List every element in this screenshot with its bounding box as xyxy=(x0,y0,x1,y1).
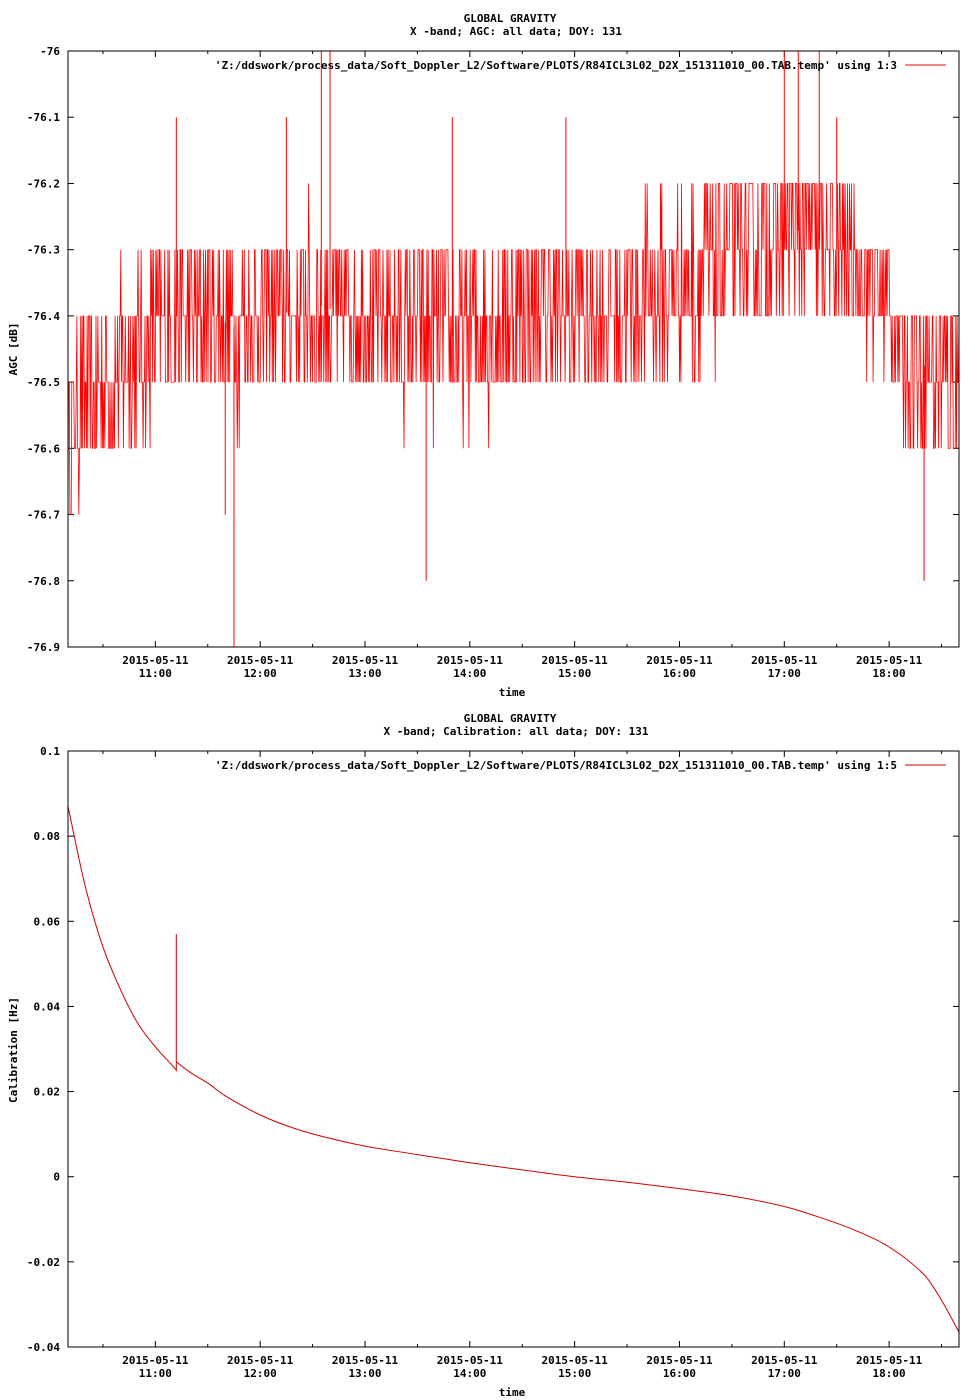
agc-ytick-label: -76.8 xyxy=(27,575,60,588)
agc-xtick-time: 15:00 xyxy=(558,667,591,680)
calibration-xtick-date: 2015-05-11 xyxy=(856,1354,923,1367)
calibration-chart-ticks: 0.1 0.08 0.06 0.04 0.02 0 -0.02 -0.04 2015-05-11… xyxy=(27,745,959,1380)
agc-xtick-time: 18:00 xyxy=(873,667,906,680)
calibration-chart-ylabel: Calibration [Hz] xyxy=(7,997,20,1103)
calibration-xtick-time: 18:00 xyxy=(873,1367,906,1380)
calibration-legend-label: 'Z:/ddswork/process_data/Soft_Doppler_L2… xyxy=(215,759,897,772)
calibration-chart: GLOBAL GRAVITY X -band; Calibration: all… xyxy=(7,712,960,1399)
calibration-xtick-date: 2015-05-11 xyxy=(646,1354,713,1367)
calibration-ytick-label: -0.04 xyxy=(27,1341,60,1354)
agc-legend-label: 'Z:/ddswork/process_data/Soft_Doppler_L2… xyxy=(215,59,897,72)
agc-xtick-date: 2015-05-11 xyxy=(122,654,189,667)
calibration-xtick-time: 17:00 xyxy=(768,1367,801,1380)
calibration-chart-legend: 'Z:/ddswork/process_data/Soft_Doppler_L2… xyxy=(215,759,946,772)
calibration-ytick-label: -0.02 xyxy=(27,1256,60,1269)
agc-ytick-label: -76.9 xyxy=(27,641,60,654)
agc-xtick-time: 14:00 xyxy=(453,667,486,680)
calibration-ytick-label: 0.08 xyxy=(34,830,61,843)
agc-series-line xyxy=(67,183,960,515)
calibration-xtick-date: 2015-05-11 xyxy=(122,1354,189,1367)
calibration-chart-frame xyxy=(67,750,960,1348)
calibration-ytick-label: 0.06 xyxy=(34,915,61,928)
agc-ytick-label: -76.6 xyxy=(27,442,60,455)
agc-xtick-date: 2015-05-11 xyxy=(332,654,399,667)
calibration-xtick-date: 2015-05-11 xyxy=(437,1354,504,1367)
calibration-ytick-label: 0 xyxy=(53,1171,60,1184)
agc-chart-xlabel: time xyxy=(499,686,526,699)
calibration-xtick-date: 2015-05-11 xyxy=(751,1354,818,1367)
agc-xtick-time: 16:00 xyxy=(663,667,696,680)
agc-chart-series xyxy=(67,51,960,647)
agc-xtick-date: 2015-05-11 xyxy=(856,654,923,667)
agc-chart-title: GLOBAL GRAVITY xyxy=(464,12,557,25)
agc-xtick-time: 17:00 xyxy=(768,667,801,680)
agc-ytick-label: -76.5 xyxy=(27,376,60,389)
agc-chart: GLOBAL GRAVITY X -band; AGC: all data; D… xyxy=(7,12,960,699)
calibration-xtick-date: 2015-05-11 xyxy=(542,1354,609,1367)
agc-ytick-label: -76.4 xyxy=(27,310,60,323)
calibration-chart-title: GLOBAL GRAVITY xyxy=(464,712,557,725)
agc-chart-subtitle: X -band; AGC: all data; DOY: 131 xyxy=(410,25,622,38)
agc-xtick-date: 2015-05-11 xyxy=(437,654,504,667)
agc-xtick-date: 2015-05-11 xyxy=(646,654,713,667)
calibration-ytick-label: 0.1 xyxy=(40,745,60,758)
calibration-xtick-time: 15:00 xyxy=(558,1367,591,1380)
calibration-xtick-time: 16:00 xyxy=(663,1367,696,1380)
agc-ytick-label: -76.3 xyxy=(27,244,60,257)
calibration-xtick-time: 11:00 xyxy=(139,1367,172,1380)
calibration-xtick-date: 2015-05-11 xyxy=(332,1354,399,1367)
agc-ytick-label: -76.7 xyxy=(27,509,60,522)
agc-ytick-label: -76.2 xyxy=(27,177,60,190)
agc-ytick-label: -76 xyxy=(40,45,60,58)
agc-xtick-time: 13:00 xyxy=(348,667,381,680)
agc-xtick-date: 2015-05-11 xyxy=(751,654,818,667)
agc-xtick-time: 12:00 xyxy=(244,667,277,680)
calibration-xtick-time: 12:00 xyxy=(244,1367,277,1380)
calibration-chart-xlabel: time xyxy=(499,1386,526,1399)
agc-xtick-time: 11:00 xyxy=(139,667,172,680)
agc-ytick-label: -76.1 xyxy=(27,111,60,124)
calibration-ytick-label: 0.04 xyxy=(34,1000,61,1013)
calibration-chart-subtitle: X -band; Calibration: all data; DOY: 131 xyxy=(384,725,649,738)
agc-chart-frame xyxy=(67,50,960,648)
calibration-chart-series xyxy=(67,806,960,1333)
calibration-xtick-date: 2015-05-11 xyxy=(227,1354,294,1367)
calibration-series-line xyxy=(67,806,960,1333)
calibration-ytick-label: 0.02 xyxy=(34,1086,61,1099)
agc-chart-legend: 'Z:/ddswork/process_data/Soft_Doppler_L2… xyxy=(215,59,946,72)
agc-chart-ylabel: AGC [dB] xyxy=(7,323,20,376)
agc-xtick-date: 2015-05-11 xyxy=(542,654,609,667)
calibration-xtick-time: 14:00 xyxy=(453,1367,486,1380)
agc-chart-ticks: -76 -76.1 -76.2 -76.3 -76.4 -76.5 -76.6 -76.7 -7… xyxy=(27,45,959,680)
agc-xtick-date: 2015-05-11 xyxy=(227,654,294,667)
calibration-xtick-time: 13:00 xyxy=(348,1367,381,1380)
